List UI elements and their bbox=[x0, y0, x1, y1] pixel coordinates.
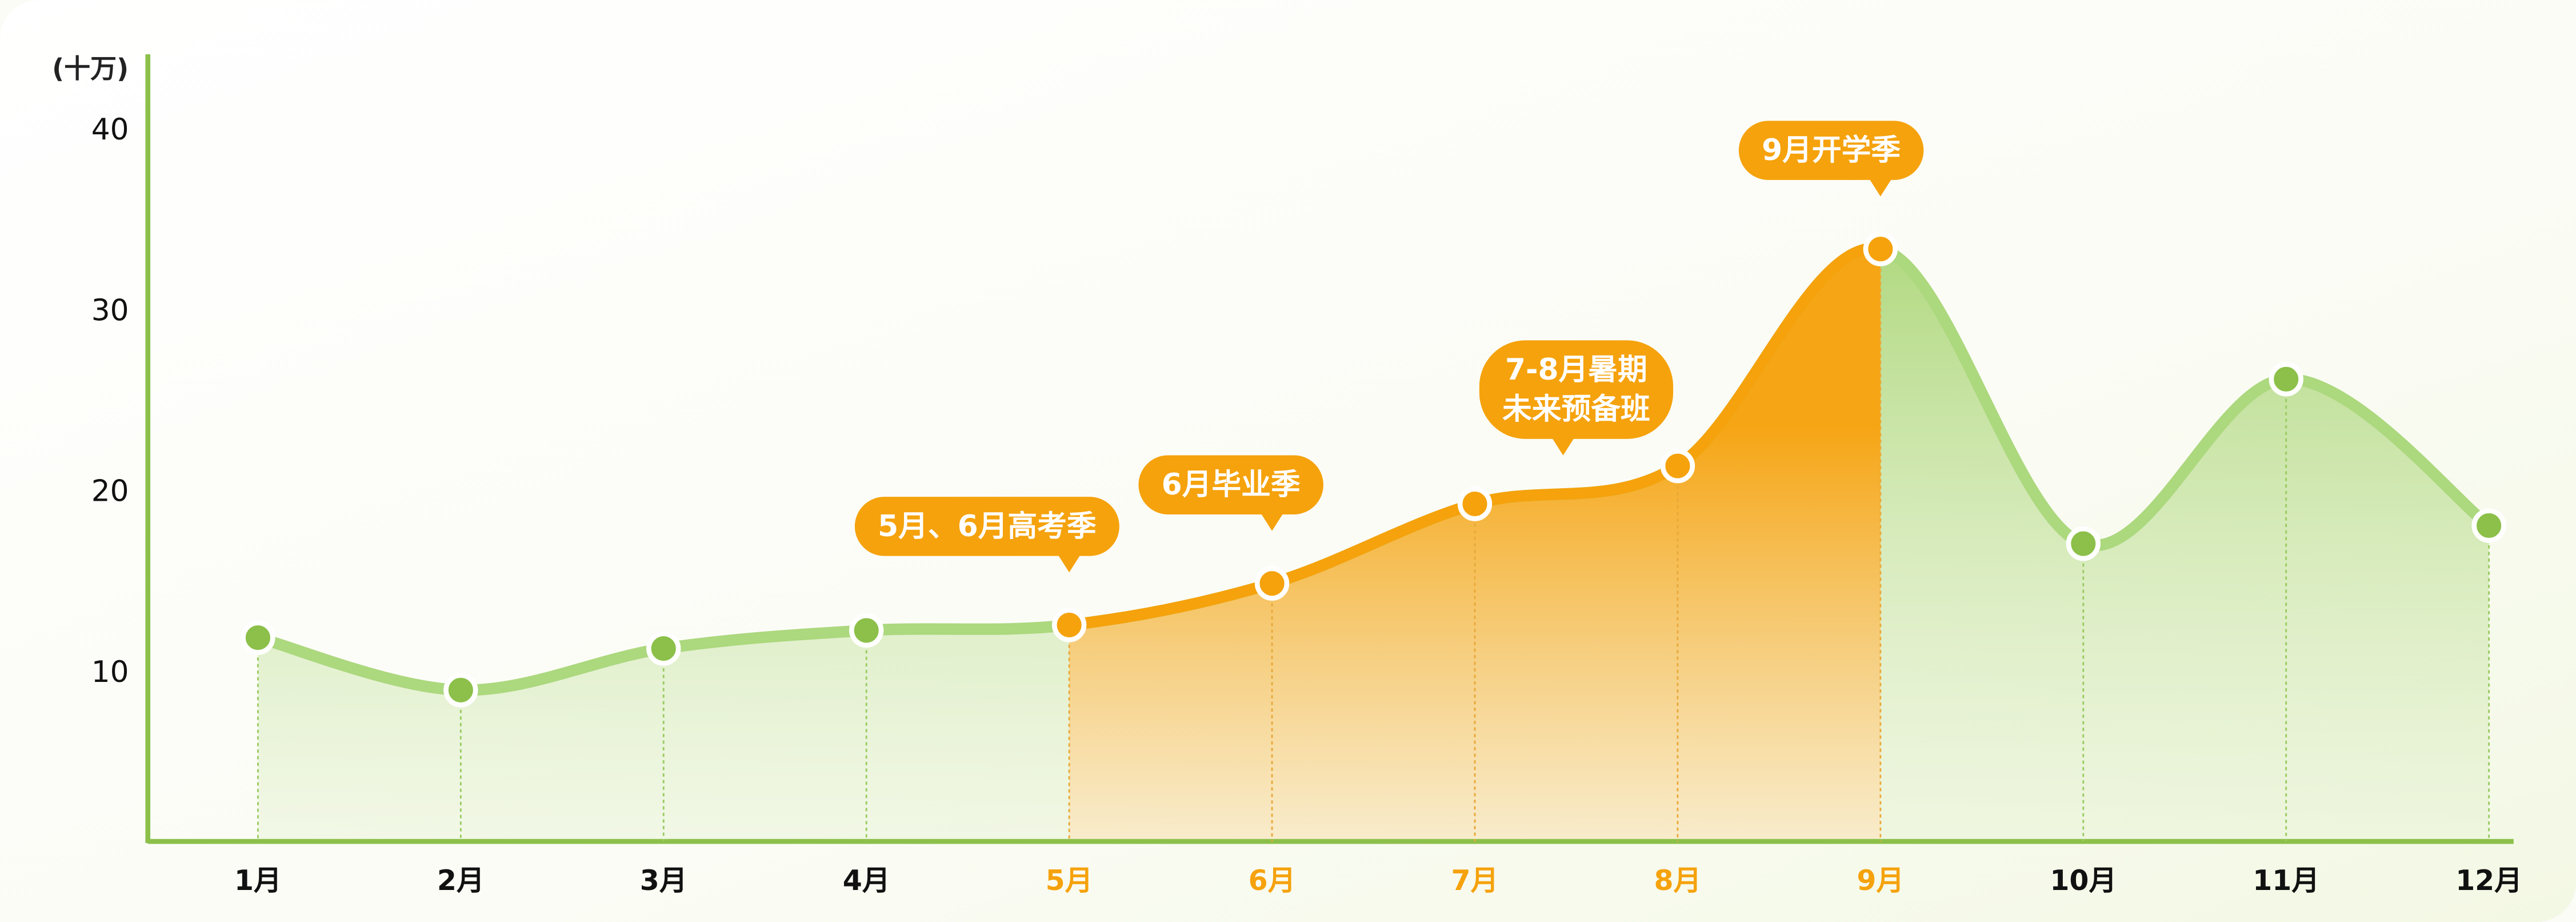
y-tick-label: 30 bbox=[91, 293, 129, 328]
annotation-pointer bbox=[1551, 437, 1575, 456]
y-tick-label: 20 bbox=[91, 474, 129, 509]
point bbox=[1051, 608, 1087, 642]
annotation-text: 5月、6月高考季 bbox=[878, 509, 1097, 544]
y-unit: (十万) bbox=[52, 53, 129, 84]
annotation-pointer bbox=[1057, 554, 1081, 573]
x-tick-label: 5月 bbox=[1046, 864, 1093, 897]
x-tick-label: 4月 bbox=[843, 864, 890, 897]
annotation-text: 未来预备班 bbox=[1502, 392, 1650, 426]
point bbox=[2066, 526, 2101, 561]
annotation-pointer bbox=[1260, 513, 1284, 531]
point bbox=[1457, 486, 1493, 521]
x-tick-label: 9月 bbox=[1857, 864, 1904, 897]
annotation: 9月开学季 bbox=[1738, 121, 1924, 197]
point bbox=[1863, 232, 1898, 266]
annotation-text: 9月开学季 bbox=[1762, 133, 1901, 167]
x-tick-label: 6月 bbox=[1249, 864, 1296, 897]
x-tick-label: 8月 bbox=[1654, 864, 1701, 897]
x-tick-label: 12月 bbox=[2455, 864, 2522, 897]
point bbox=[2471, 508, 2506, 543]
y-tick-label: 40 bbox=[91, 113, 129, 147]
annotation: 5月、6月高考季 bbox=[854, 497, 1119, 573]
point bbox=[849, 613, 884, 648]
point bbox=[646, 631, 681, 666]
x-tick-label: 11月 bbox=[2253, 864, 2319, 897]
point bbox=[1660, 448, 1695, 484]
x-tick-label: 10月 bbox=[2050, 864, 2117, 897]
x-tick-label: 1月 bbox=[234, 864, 282, 897]
annotation-text: 6月毕业季 bbox=[1162, 468, 1301, 502]
annotation-text: 7-8月暑期 bbox=[1505, 353, 1647, 387]
y-tick-label: 10 bbox=[91, 655, 129, 689]
x-tick-label: 2月 bbox=[437, 864, 485, 897]
annotation-bubble bbox=[854, 497, 1119, 556]
point bbox=[443, 673, 478, 708]
point bbox=[2269, 362, 2303, 397]
annotation-pointer bbox=[1869, 178, 1892, 197]
annotation-bubble bbox=[1738, 121, 1924, 180]
point bbox=[1254, 566, 1290, 601]
x-tick-label: 3月 bbox=[640, 864, 687, 897]
point bbox=[241, 620, 275, 655]
x-tick-label: 7月 bbox=[1451, 864, 1499, 897]
annotation: 6月毕业季 bbox=[1138, 455, 1323, 531]
annotation-bubble bbox=[1479, 340, 1674, 439]
annotation-bubble bbox=[1138, 455, 1323, 514]
